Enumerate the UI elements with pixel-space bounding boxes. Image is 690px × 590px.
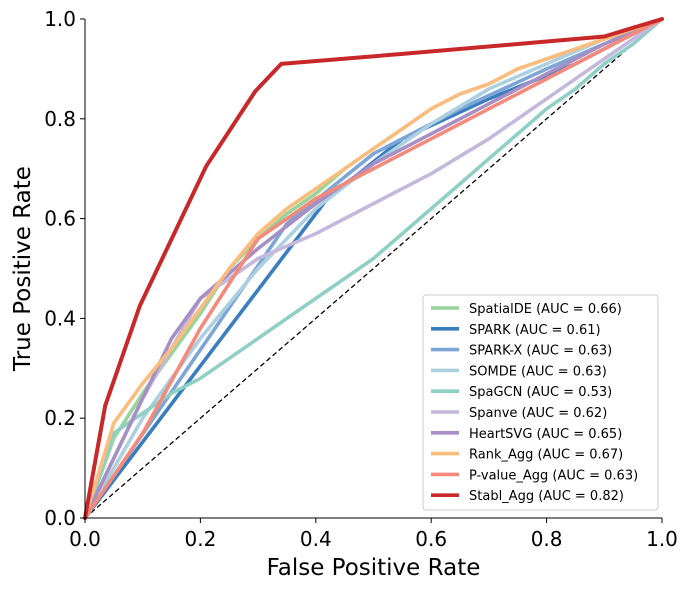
roc-curves bbox=[83, 17, 664, 520]
legend-entry: P-value_Agg (AUC = 0.63) bbox=[469, 468, 638, 483]
legend: SpatialDE (AUC = 0.66) SPARK (AUC = 0.61)… bbox=[422, 294, 659, 511]
legend-entry: SPARK-X (AUC = 0.63) bbox=[469, 344, 612, 359]
legend-entry: SpatialDE (AUC = 0.66) bbox=[469, 302, 622, 317]
x-tick-label: 0.8 bbox=[531, 527, 563, 551]
x-tick-label: 0.0 bbox=[69, 527, 101, 551]
legend-entry: SpaGCN (AUC = 0.53) bbox=[469, 385, 612, 400]
x-axis-label: False Positive Rate bbox=[267, 555, 481, 581]
legend-entry: Spanve (AUC = 0.62) bbox=[469, 406, 607, 421]
axis-ticks: 0.0 0.2 0.4 0.6 0.8 1.0 0.0 0.2 0.4 0.6 0.8 1.0 bbox=[44, 7, 678, 551]
legend-entry: Rank_Agg (AUC = 0.67) bbox=[469, 448, 623, 463]
legend-entry: Stabl_Agg (AUC = 0.82) bbox=[469, 489, 624, 504]
series-line-4 bbox=[83, 17, 664, 520]
legend-entry: HeartSVG (AUC = 0.65) bbox=[469, 427, 622, 442]
x-tick-label: 0.2 bbox=[184, 527, 216, 551]
series-line-7 bbox=[83, 17, 664, 520]
y-tick-label: 0.6 bbox=[44, 207, 76, 231]
y-tick-label: 0.4 bbox=[44, 306, 76, 330]
y-tick-label: 0.8 bbox=[44, 107, 76, 131]
legend-entry: SPARK (AUC = 0.61) bbox=[469, 323, 601, 338]
x-tick-label: 1.0 bbox=[646, 527, 678, 551]
x-tick-label: 0.4 bbox=[300, 527, 332, 551]
series-line-5 bbox=[83, 17, 664, 520]
diagonal-reference-line bbox=[84, 18, 663, 519]
y-tick-label: 1.0 bbox=[44, 7, 76, 31]
y-tick-label: 0.0 bbox=[44, 506, 76, 530]
legend-box bbox=[422, 294, 659, 511]
x-tick-label: 0.6 bbox=[415, 527, 447, 551]
axes bbox=[84, 19, 662, 519]
legend-entry: SOMDE (AUC = 0.63) bbox=[469, 364, 607, 379]
series-line-9 bbox=[83, 17, 664, 520]
y-axis-label: True Positive Rate bbox=[10, 166, 36, 372]
y-tick-label: 0.2 bbox=[44, 406, 76, 430]
series-line-8 bbox=[83, 17, 664, 520]
